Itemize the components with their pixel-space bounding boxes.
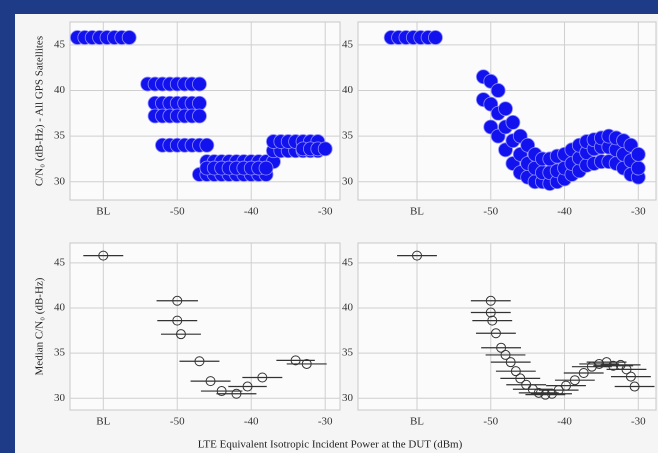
y-tick-label: 40 [342,84,354,96]
y-tick-label: 35 [342,130,354,142]
x-tick-label: -40 [244,206,259,218]
y-tick-label: 30 [54,175,66,187]
point [318,142,332,156]
panel: BL -50 -40 -30 30 35 40 45 Median C/N₀ (dB-Hz) [34,243,340,428]
y-tick-label: 30 [342,175,354,187]
y-tick-label: 35 [54,130,66,142]
point [192,96,206,110]
panel: BL -50 -40 -30 30 35 40 45 C/N₀ (dB-Hz) - All GP… [34,22,340,218]
point [499,102,513,116]
point [192,109,206,123]
y-tick-label: 45 [54,256,66,268]
y-tick-label: 45 [342,256,354,268]
x-tick-label: BL [410,416,424,428]
point [631,147,645,161]
y-tick-label: 40 [54,302,66,314]
x-tick-label: BL [96,206,110,218]
x-tick-label: -30 [631,416,646,428]
x-tick-label: -50 [483,416,498,428]
y-tick-label: 35 [342,347,354,359]
point [122,31,136,45]
x-tick-label: -40 [557,416,572,428]
point [631,161,645,175]
y-axis-title: Median C/N₀ (dB-Hz) [34,277,46,375]
point [259,161,273,175]
x-axis-title: LTE Equivalent Isotropic Incident Power … [198,439,463,451]
y-tick-label: 45 [342,38,354,50]
point [491,83,505,97]
x-tick-label: -40 [244,416,259,428]
panel: BL -50 -40 -30 30 35 40 45 [342,22,656,218]
x-tick-label: -30 [631,206,646,218]
y-tick-label: 40 [342,302,354,314]
figure: LTE Equivalent Isotropic Incident Power … [0,0,658,453]
x-tick-label: -30 [318,206,333,218]
x-tick-label: -30 [318,416,333,428]
x-tick-label: -50 [170,416,185,428]
point [428,31,442,45]
y-axis-title: C/N₀ (dB-Hz) - All GPS Satellites [34,36,46,186]
point [506,115,520,129]
x-tick-label: -50 [170,206,185,218]
y-tick-label: 45 [54,38,66,50]
x-tick-label: BL [96,416,110,428]
panel: BL -50 -40 -30 30 35 40 45 [342,243,656,428]
y-tick-label: 30 [54,392,66,404]
x-tick-label: -40 [557,206,572,218]
y-tick-label: 30 [342,392,354,404]
y-tick-label: 40 [54,84,66,96]
plot-area [70,243,340,410]
point [200,138,214,152]
y-tick-label: 35 [54,347,66,359]
x-tick-label: -50 [483,206,498,218]
x-tick-label: BL [410,206,424,218]
point [192,77,206,91]
